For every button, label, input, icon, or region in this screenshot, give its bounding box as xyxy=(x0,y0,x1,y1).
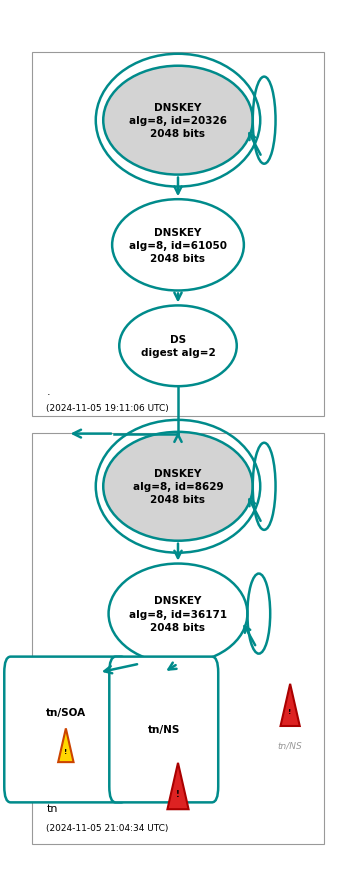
Ellipse shape xyxy=(103,432,253,541)
Bar xyxy=(32,53,324,417)
Bar xyxy=(32,433,324,844)
Text: DNSKEY
alg=8, id=36171
2048 bits: DNSKEY alg=8, id=36171 2048 bits xyxy=(129,595,227,632)
Text: DS
digest alg=2: DS digest alg=2 xyxy=(141,335,215,358)
Ellipse shape xyxy=(103,67,253,175)
Text: DNSKEY
alg=8, id=61050
2048 bits: DNSKEY alg=8, id=61050 2048 bits xyxy=(129,227,227,264)
Text: (2024-11-05 21:04:34 UTC): (2024-11-05 21:04:34 UTC) xyxy=(46,823,169,831)
Text: (2024-11-05 19:11:06 UTC): (2024-11-05 19:11:06 UTC) xyxy=(46,403,169,412)
Text: tn: tn xyxy=(46,803,58,813)
Polygon shape xyxy=(281,684,300,726)
Text: .: . xyxy=(46,387,50,396)
Polygon shape xyxy=(58,729,74,762)
Text: !: ! xyxy=(176,789,180,798)
Ellipse shape xyxy=(119,306,237,387)
Text: tn/SOA: tn/SOA xyxy=(46,708,86,717)
Text: !: ! xyxy=(288,709,292,715)
FancyBboxPatch shape xyxy=(109,657,218,802)
Text: tn/NS: tn/NS xyxy=(278,741,303,750)
Polygon shape xyxy=(167,763,189,809)
Text: DNSKEY
alg=8, id=8629
2048 bits: DNSKEY alg=8, id=8629 2048 bits xyxy=(133,468,223,505)
Ellipse shape xyxy=(109,564,247,664)
Text: tn/NS: tn/NS xyxy=(148,724,180,735)
Text: !: ! xyxy=(64,748,68,753)
FancyBboxPatch shape xyxy=(4,657,127,802)
Ellipse shape xyxy=(112,200,244,291)
Text: DNSKEY
alg=8, id=20326
2048 bits: DNSKEY alg=8, id=20326 2048 bits xyxy=(129,103,227,139)
